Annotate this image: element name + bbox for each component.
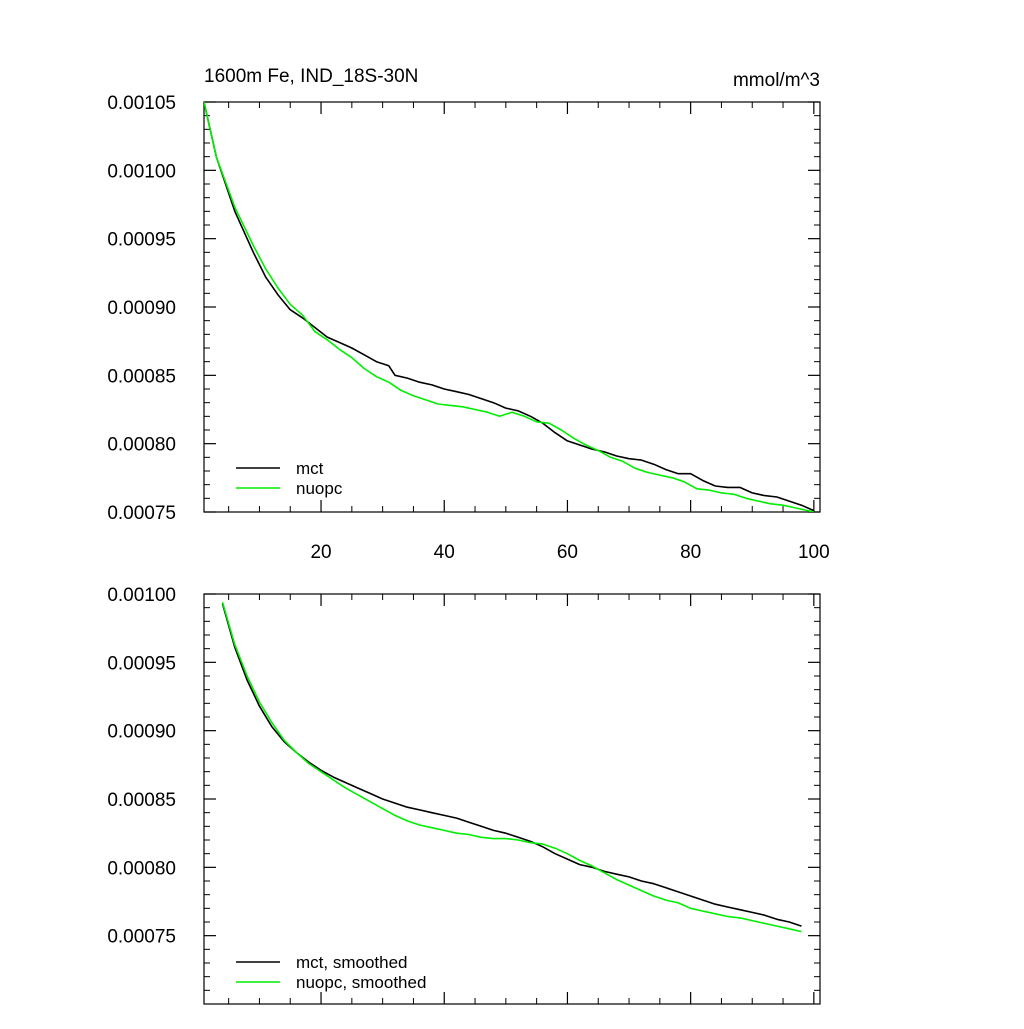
x-tick-label: 80 (680, 542, 701, 563)
y-tick-label: 0.00095 (107, 230, 176, 251)
panel-top: 20 40 60 80 100 0.00075 0.00080 0.00085 0.00090 0… (107, 93, 829, 563)
x-tick-label: 40 (434, 542, 455, 563)
legend-label: mct, smoothed (296, 953, 408, 972)
y-tick-label: 0.00080 (107, 858, 176, 879)
y-tick-label: 0.00095 (107, 653, 176, 674)
chart-title: 1600m Fe, IND_18S-30N (204, 66, 418, 87)
y-tick-label: 0.00075 (107, 927, 176, 948)
y-tick-label: 0.00085 (107, 366, 176, 387)
legend-label: mct (296, 459, 324, 478)
y-tick-label: 0.00100 (107, 161, 176, 182)
y-tick-label: 0.00090 (107, 298, 176, 319)
chart-units: mmol/m^3 (733, 70, 820, 91)
panel-bottom: 0.00075 0.00080 0.00085 0.00090 0.00095 0.001… (107, 585, 821, 1005)
y-tick-label: 0.00105 (107, 93, 176, 114)
y-tick-label: 0.00090 (107, 722, 176, 743)
legend-label: nuopc, smoothed (296, 973, 426, 992)
x-tick-label: 20 (310, 542, 331, 563)
x-tick-label: 100 (798, 542, 830, 563)
series-line-nuopc-smoothed (221, 601, 802, 933)
series-line-mct (204, 102, 815, 512)
plot-frame (203, 101, 821, 513)
x-tick-label: 60 (557, 542, 578, 563)
y-tick-label: 0.00085 (107, 790, 176, 811)
y-tick-label: 0.00075 (107, 503, 176, 524)
legend-label: nuopc (296, 479, 343, 498)
series-line-nuopc (204, 102, 814, 512)
y-tick-label: 0.00100 (107, 585, 176, 606)
series-line-mct-smoothed (221, 603, 802, 927)
y-tick-label: 0.00080 (107, 435, 176, 456)
plot-frame (203, 593, 821, 1005)
